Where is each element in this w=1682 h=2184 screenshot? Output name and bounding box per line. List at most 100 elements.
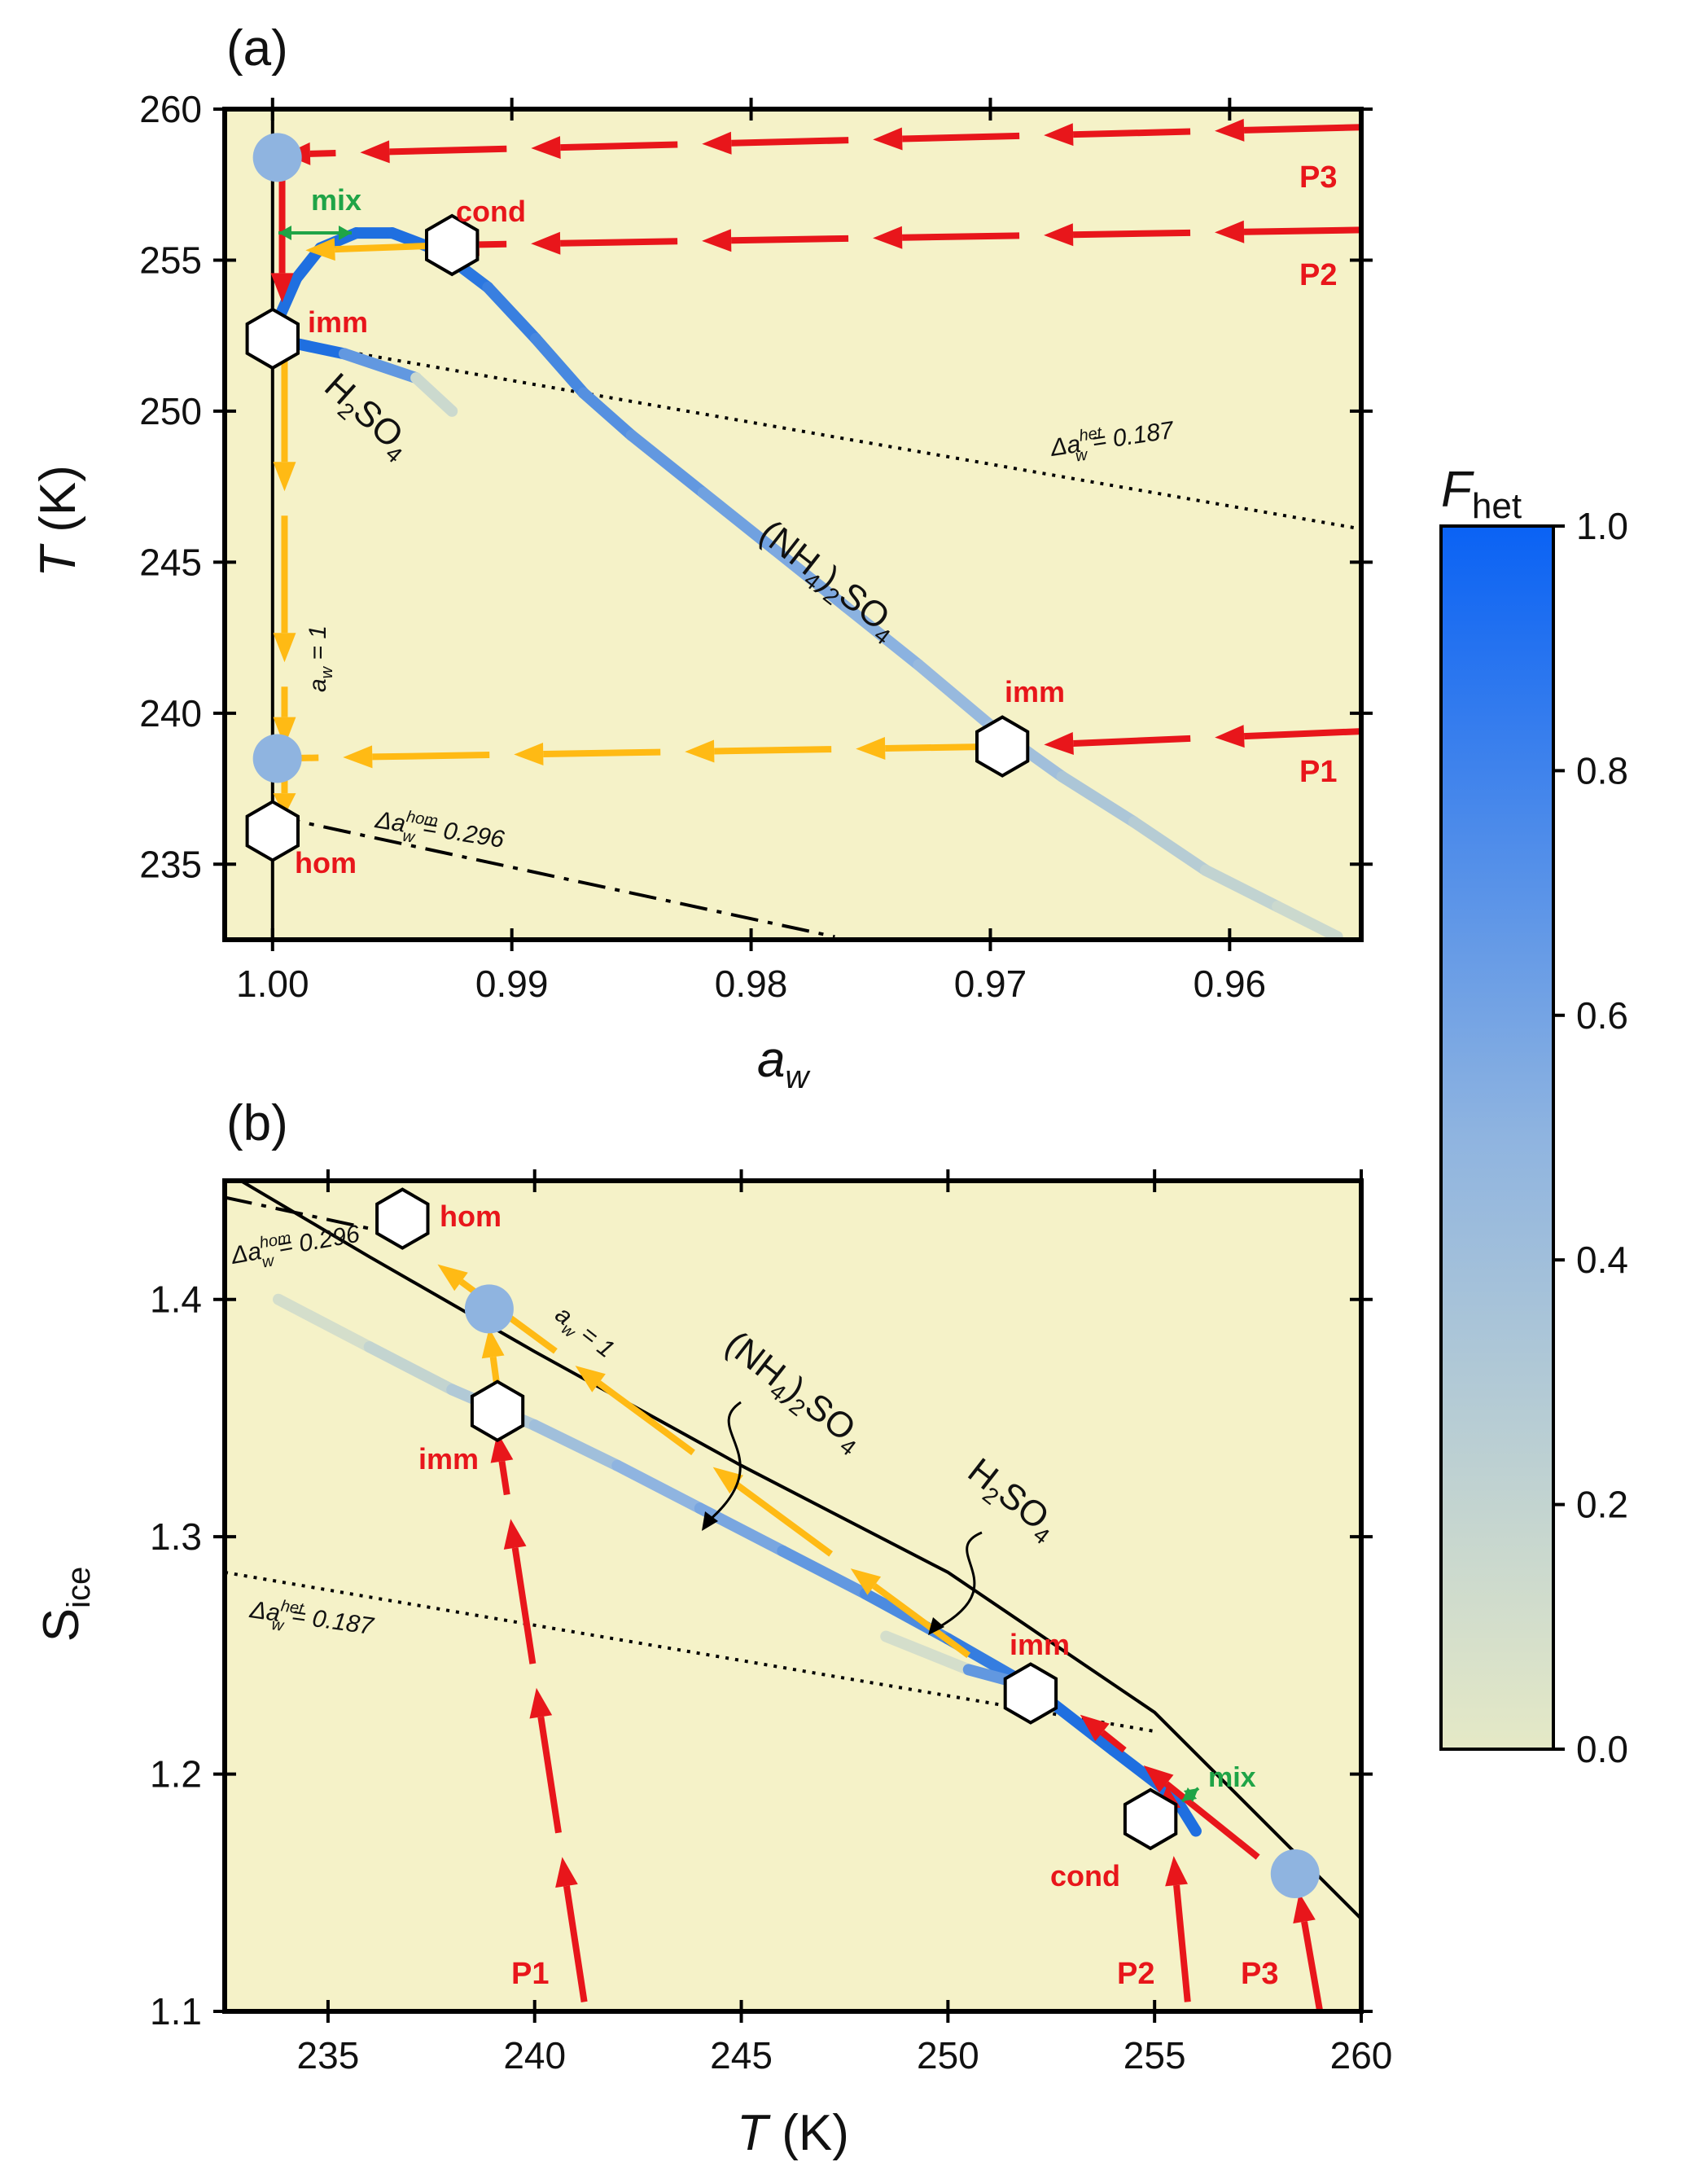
curve-segment [1056, 770, 1140, 828]
curve-segment [363, 1341, 458, 1396]
path-arrow-shaft [1073, 128, 1191, 138]
path-arrow-head [873, 127, 903, 151]
mix-arrow-a-head [339, 226, 352, 240]
x-tick-label: 245 [710, 2034, 773, 2077]
path-arrow-shaft [1243, 124, 1361, 134]
curve-segment [272, 1293, 375, 1353]
y-tick-label: 235 [139, 843, 202, 885]
path-arrow-shaft [731, 137, 849, 147]
path-arrow-head [273, 793, 296, 816]
path-arrow-shaft [714, 746, 832, 755]
colorbar-tick-label: 0.4 [1576, 1239, 1628, 1281]
curve-segment [482, 281, 542, 344]
colorbar-tick-label: 0.6 [1576, 994, 1628, 1037]
x-tick-label: 235 [297, 2034, 360, 2077]
y-tick-label: 1.4 [150, 1278, 202, 1321]
y-tick-label: 255 [139, 239, 202, 281]
path-arrow-head [1215, 220, 1245, 243]
panel-a-frame [222, 107, 1364, 942]
panel-b: (b) 235 240 245 250 255 260 1.4 1.3 1.2 1.1 T (K)… [33, 1095, 1392, 2161]
p3-label-b: P3 [1241, 1957, 1278, 1991]
path-arrow-head [270, 273, 294, 303]
hom-annotation-b: Δahomw = 0.296 [228, 1217, 363, 1277]
panel-b-background [225, 1181, 1361, 2011]
curve-segment [913, 659, 996, 731]
curve-segment [611, 1459, 706, 1515]
x-tick-label: 0.97 [954, 963, 1027, 1005]
panel-a-axis-ticks: 1.00 0.99 0.98 0.97 0.96 260 255 250 245 240 235 [139, 88, 1373, 1005]
curve-segment [410, 372, 458, 417]
curve-segment [577, 387, 637, 441]
path-arrow-head [856, 737, 886, 760]
path-arrow-head [1080, 1714, 1110, 1742]
curve-segment [697, 487, 781, 556]
colorbar-title: Fhet [1441, 462, 1522, 526]
path-arrow-head [702, 229, 732, 252]
x-tick-label: 240 [503, 2034, 566, 2077]
path-arrow-shaft [731, 235, 849, 244]
path-arrow-shaft [511, 1547, 537, 1664]
p2-label-a: P2 [1299, 258, 1337, 292]
curve-segment [530, 332, 589, 399]
hom-label-a: hom [295, 846, 357, 879]
y-tick-label: 240 [139, 692, 202, 735]
x-tick-label: 255 [1124, 2034, 1186, 2077]
y-tick-label: 1.2 [150, 1753, 202, 1796]
panel-b-frame [222, 1178, 1364, 2014]
path-arrow-shaft [1072, 229, 1191, 239]
mix-arrow-b-head [1183, 1788, 1198, 1803]
nucleation-hexagon-marker [375, 1187, 430, 1250]
path-arrow-head [531, 231, 561, 255]
path-arrow-shaft [734, 1481, 834, 1557]
path-arrow-head [685, 739, 715, 763]
imm-label-a-right: imm [1005, 675, 1065, 708]
nh4so4-pointer-b-head [702, 1511, 718, 1531]
cond-label-a: cond [456, 195, 526, 228]
path-arrow-head [850, 1568, 882, 1595]
path-arrow-shaft [537, 1716, 562, 1834]
path-arrow-head [305, 238, 335, 261]
path-arrow-shaft [498, 1460, 510, 1496]
cond-label-b: cond [1050, 1859, 1120, 1892]
path-arrow-shaft [543, 748, 661, 757]
path-arrow-shaft [1243, 226, 1361, 235]
reference-line [272, 814, 835, 939]
y-tick-label: 1.3 [150, 1515, 202, 1558]
path-arrow-shaft [309, 150, 336, 157]
path-arrow-shaft [1173, 1884, 1191, 2002]
p1-label-b: P1 [511, 1957, 549, 1991]
path-arrow-head [1165, 1856, 1189, 1887]
nucleation-hexagon-marker [1123, 1787, 1178, 1851]
aw1-annotation-a: aw = 1 [304, 625, 336, 692]
x-tick-label: 260 [1330, 2034, 1393, 2077]
path-arrow-shaft [902, 232, 1020, 241]
path-arrow-shaft [372, 752, 490, 761]
path-arrow-head [343, 745, 373, 769]
path-arrow-shaft [1100, 1730, 1127, 1753]
curve-segment [1272, 901, 1343, 940]
colorbar: Fhet 1.0 0.8 0.6 0.4 0.2 0.0 [1439, 462, 1628, 1770]
curve-segment [769, 544, 853, 613]
path-arrow-head [529, 1687, 553, 1719]
panel-a-markers [245, 133, 1030, 862]
curve-segment [338, 348, 423, 384]
path-arrow-shaft [563, 1885, 588, 2002]
x-tick-label: 250 [917, 2034, 979, 2077]
panel-b-label: (b) [226, 1095, 288, 1151]
p3-label-a: P3 [1299, 160, 1337, 195]
curve-segment [625, 429, 709, 499]
colorbar-tick-label: 0.2 [1576, 1484, 1628, 1526]
nucleation-hexagon-marker [245, 800, 300, 862]
colorbar-tick-label: 1.0 [1576, 505, 1628, 547]
state-circle-marker [252, 734, 302, 783]
state-circle-marker [252, 133, 302, 182]
path-arrow-shaft [597, 1380, 695, 1456]
path-arrow-head [1293, 1892, 1316, 1924]
y-tick-label: 245 [139, 541, 202, 583]
path-arrow-head [1215, 118, 1245, 142]
path-arrow-shaft [479, 240, 507, 248]
h2so4-pointer-b [935, 1531, 983, 1630]
path-arrow-head [437, 1264, 468, 1292]
path-arrow-head [712, 1467, 743, 1494]
